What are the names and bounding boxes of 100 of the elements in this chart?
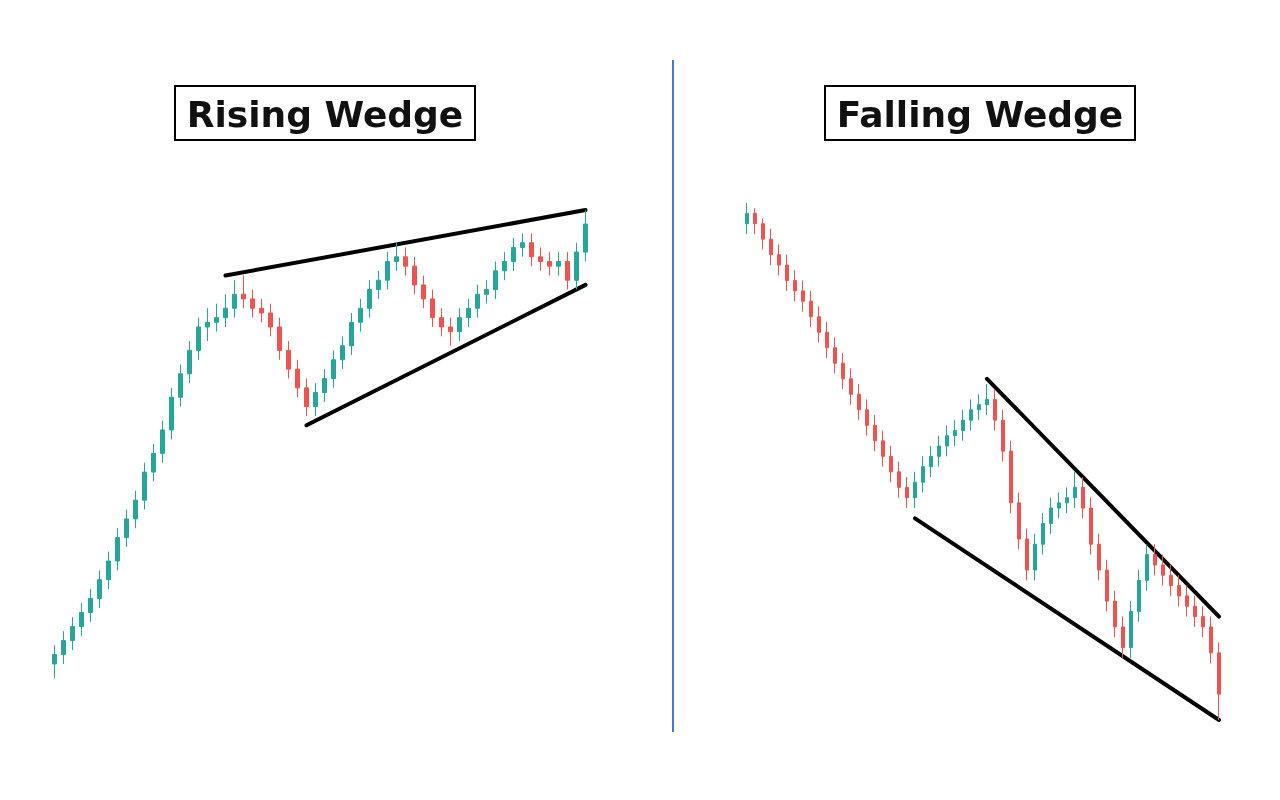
candlestick [841, 352, 845, 390]
candlestick [277, 317, 282, 361]
candlestick [889, 445, 893, 483]
candlestick [52, 644, 57, 679]
candlestick [769, 228, 773, 266]
candlestick [97, 569, 102, 609]
candlestick [169, 387, 174, 440]
candlestick [133, 490, 138, 529]
candlestick [977, 393, 981, 421]
candlestick [1089, 497, 1093, 556]
candlestick [1057, 492, 1061, 519]
candlestick [793, 269, 797, 302]
candlestick [1073, 471, 1077, 509]
candlestick [833, 336, 837, 375]
candlestick [873, 414, 877, 452]
candlestick [961, 409, 965, 442]
candlestick [331, 349, 336, 389]
candlestick [205, 307, 210, 342]
candlestick [484, 279, 489, 305]
candlestick [785, 254, 789, 292]
candlestick [583, 209, 588, 262]
candlestick [394, 242, 399, 272]
candlestick [106, 551, 111, 590]
candlestick [565, 251, 570, 291]
candlestick [817, 305, 821, 344]
candlestick [70, 616, 75, 651]
candlestick [385, 251, 390, 291]
candlestick [196, 317, 201, 361]
candlestick [1217, 641, 1221, 721]
candlestick [993, 388, 997, 431]
candlestick [115, 527, 120, 571]
candlestick [61, 630, 66, 665]
candlestick [421, 275, 426, 309]
candlestick [403, 246, 408, 277]
candlestick [913, 471, 917, 509]
candlestick [1065, 486, 1069, 514]
candlestick [466, 298, 471, 328]
candlestick [547, 251, 552, 277]
candlestick [825, 321, 829, 359]
candlestick [475, 284, 480, 319]
candlestick [529, 232, 534, 267]
candlestick [1129, 600, 1133, 659]
candlestick [457, 307, 462, 342]
candlestick [142, 462, 147, 511]
candlestick [1049, 497, 1053, 535]
candlestick [1033, 533, 1037, 581]
candlestick [849, 367, 853, 406]
candlestick [897, 461, 901, 499]
candlestick [295, 359, 300, 398]
candlestick [1201, 605, 1205, 638]
candlestick [1041, 512, 1045, 556]
candlestick [439, 307, 444, 337]
candlestick [753, 207, 757, 235]
candlestick [1081, 476, 1085, 519]
candlestick [929, 445, 933, 478]
candlestick [969, 398, 973, 431]
candlestick [1153, 543, 1157, 576]
candlestick [286, 340, 291, 379]
candlestick [430, 289, 435, 328]
candlestick [1137, 569, 1141, 623]
candlestick [259, 298, 264, 323]
candlestick [151, 443, 156, 482]
candlestick [1161, 554, 1165, 587]
candlestick [1025, 528, 1029, 581]
candlestick [268, 303, 273, 337]
candlestick [304, 377, 309, 417]
candlestick [857, 383, 861, 421]
candlestick [945, 424, 949, 457]
candlestick [160, 420, 165, 464]
candlestick [937, 435, 941, 468]
candlestick [1017, 492, 1021, 550]
candlestick [520, 232, 525, 258]
candlestick [79, 602, 84, 637]
candlestick [178, 363, 183, 408]
candlestick [223, 293, 228, 328]
candlestick [985, 383, 989, 416]
candlestick [865, 398, 869, 437]
chart-title: Falling Wedge [836, 93, 1124, 135]
candlestick [1009, 440, 1013, 514]
candlestick [745, 202, 749, 235]
candlestick [1169, 564, 1173, 597]
candlestick [1209, 616, 1213, 664]
candlestick [1185, 585, 1189, 618]
candlestick [761, 218, 765, 251]
candlestick [358, 298, 363, 333]
candlestick [322, 368, 327, 403]
candlestick [1097, 533, 1101, 581]
candlestick [448, 317, 453, 347]
candlestick [1121, 616, 1125, 659]
candlestick [367, 279, 372, 319]
candlestick [313, 382, 318, 417]
candlestick [1001, 409, 1005, 462]
candlestick [801, 280, 805, 313]
candlestick [905, 476, 909, 509]
candlestick [538, 246, 543, 272]
candlestick [502, 251, 507, 281]
candlestick [556, 251, 561, 277]
candlestick [953, 419, 957, 447]
chart-title: Rising Wedge [186, 93, 464, 135]
candlestick [88, 588, 93, 623]
